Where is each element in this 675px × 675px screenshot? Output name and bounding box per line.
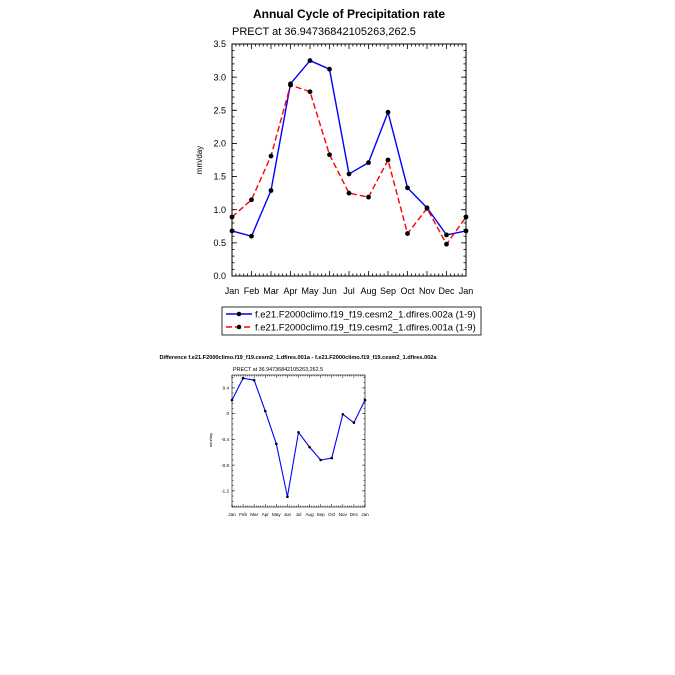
- chart1-xtick-label: Oct: [400, 286, 415, 296]
- chart1-legend: f.e21.F2000climo.f19_f19.cesm2_1.dfires.…: [221, 306, 482, 336]
- chart1-series-1-point: [249, 197, 254, 203]
- chart1-ytick-label: 0.5: [213, 238, 226, 248]
- chart1-series-0-point: [307, 58, 313, 63]
- chart1-series-1-point: [268, 153, 274, 159]
- chart1-series-1-point: [444, 241, 449, 247]
- chart2-series-0-line: [231, 377, 366, 498]
- chart1-series-1-point: [307, 89, 313, 95]
- legend-frame: [221, 306, 482, 336]
- chart2-title: Difference f.e21.F2000climo.f19_f19.cesm…: [159, 355, 437, 361]
- chart2-xtick-label: Nov: [339, 512, 348, 517]
- chart2-series-0-point: [352, 421, 356, 424]
- chart2-ytick-label: -0.4: [221, 437, 229, 442]
- chart1-xtick-label: Dec: [438, 286, 455, 296]
- chart1-ytick-label: 3.0: [213, 72, 226, 82]
- chart1-series-1-point: [385, 157, 391, 163]
- chart2-xtick-label: Feb: [239, 512, 247, 517]
- chart2-xtick-label: Aug: [305, 512, 314, 517]
- chart1-title: Annual Cycle of Precipitation rate: [253, 7, 445, 21]
- chart1-xtick-label: Feb: [244, 286, 260, 296]
- chart2-series-0-point: [263, 409, 267, 413]
- chart1-xtick-label: May: [301, 286, 319, 296]
- chart2-xtick-label: Dec: [350, 512, 359, 517]
- chart1-series-0-point: [249, 233, 254, 239]
- chart1-series-1-point: [327, 152, 332, 158]
- legend-marker-red: [236, 324, 242, 330]
- chart1-series-0-point: [327, 66, 332, 72]
- chart1-series-1-point: [424, 205, 430, 211]
- chart1-ytick-label: 1.0: [213, 205, 226, 215]
- chart1-ytick-label: 0.0: [213, 271, 226, 281]
- chart1-xtick-label: Jan: [225, 286, 240, 296]
- chart2-xtick-label: Sep: [317, 512, 326, 517]
- chart1-xtick-label: Nov: [419, 286, 436, 296]
- chart2-ytick-label: -1.2: [221, 489, 229, 494]
- chart2-series-0-point: [275, 442, 278, 446]
- chart1-series-0-point: [346, 171, 352, 177]
- chart1-series-0-point: [366, 160, 371, 166]
- chart2-series-0-point: [252, 378, 256, 382]
- chart1-frame: [231, 43, 467, 277]
- chart2-xtick-label: May: [272, 512, 281, 517]
- chart2-series-0-point: [308, 445, 311, 449]
- chart2-series-0-point: [330, 456, 334, 460]
- chart2-series-0-point: [241, 376, 245, 380]
- chart2-xtick-label: Apr: [262, 512, 270, 517]
- chart1-ytick-label: 3.5: [213, 39, 226, 49]
- chart1-series-0-point: [229, 228, 235, 234]
- chart1-subtitle: PRECT at 36.94736842105263,262.5: [232, 26, 416, 38]
- chart2-series-0-point: [230, 398, 234, 402]
- chart2-series-0-point: [363, 398, 367, 402]
- legend-marker-blue: [236, 311, 242, 317]
- chart2-series-0-point: [319, 458, 322, 462]
- chart1-series-1-point: [288, 82, 293, 88]
- chart2-series-0-point: [297, 431, 300, 434]
- chart2-xtick-label: Oct: [328, 512, 336, 517]
- chart1-ytick-label: 2.5: [213, 105, 226, 115]
- chart1-ytick-label: 1.5: [213, 172, 226, 182]
- chart1-series-1-line: [231, 84, 467, 245]
- chart1-xtick-label: Mar: [263, 286, 279, 296]
- chart2-plot-area: Jan Feb Mar Apr May Jun Jul Aug Sep Oct Nov Dec Jan-…: [221, 374, 369, 517]
- chart2-series-0-point: [341, 412, 345, 416]
- chart1-xtick-label: Aug: [360, 286, 376, 296]
- chart1-series-0-point: [405, 185, 410, 191]
- chart2-xtick-label: Jul: [296, 512, 302, 517]
- chart1-series-1-point: [229, 214, 235, 220]
- chart1-series-1-point: [346, 190, 352, 196]
- chart1-plot-area: Jan Feb Mar Apr May Jun Jul Aug Sep Oct Nov Dec Jan 0…: [213, 39, 473, 296]
- legend-label-red: f.e21.F2000climo.f19_f19.cesm2_1.dfires.…: [255, 323, 476, 334]
- chart1-series-0-point: [444, 232, 449, 238]
- chart1-xtick-label: Apr: [283, 286, 297, 296]
- chart2-xtick-label: Mar: [250, 512, 258, 517]
- chart2-frame: [231, 374, 366, 508]
- chart1-xtick-label: Jan: [459, 286, 474, 296]
- chart2-ytick-label: 0.4: [223, 385, 230, 390]
- chart1-ytick-label: 2.0: [213, 139, 226, 149]
- chart1-series-1-point: [405, 231, 410, 236]
- chart1-xtick-label: Jun: [322, 286, 337, 296]
- legend-label-blue: f.e21.F2000climo.f19_f19.cesm2_1.dfires.…: [255, 310, 476, 321]
- chart2-xtick-label: Jun: [284, 512, 292, 517]
- chart1-series-0-line: [231, 59, 467, 237]
- chart2-ylabel: mm/day: [208, 433, 213, 447]
- chart2-series-0-point: [286, 495, 289, 498]
- chart1-series-1-point: [366, 194, 371, 200]
- chart1-series-0-point: [385, 109, 391, 115]
- chart1-ylabel: mm/day: [195, 146, 204, 174]
- chart2-subtitle: PRECT at 36.94736842105263,262.5: [233, 367, 323, 373]
- chart1-series-0-point: [268, 188, 274, 193]
- chart2-ytick-label: -0.8: [221, 463, 229, 468]
- chart2-xtick-label: Jan: [228, 512, 236, 517]
- chart1-xtick-label: Sep: [380, 286, 396, 296]
- chart1-series-1-point: [463, 214, 469, 220]
- chart2-ytick-label: 0: [226, 411, 229, 416]
- chart1-xtick-label: Jul: [343, 286, 355, 296]
- chart2-xtick-label: Jan: [361, 512, 369, 517]
- chart1-series-0-point: [463, 228, 469, 234]
